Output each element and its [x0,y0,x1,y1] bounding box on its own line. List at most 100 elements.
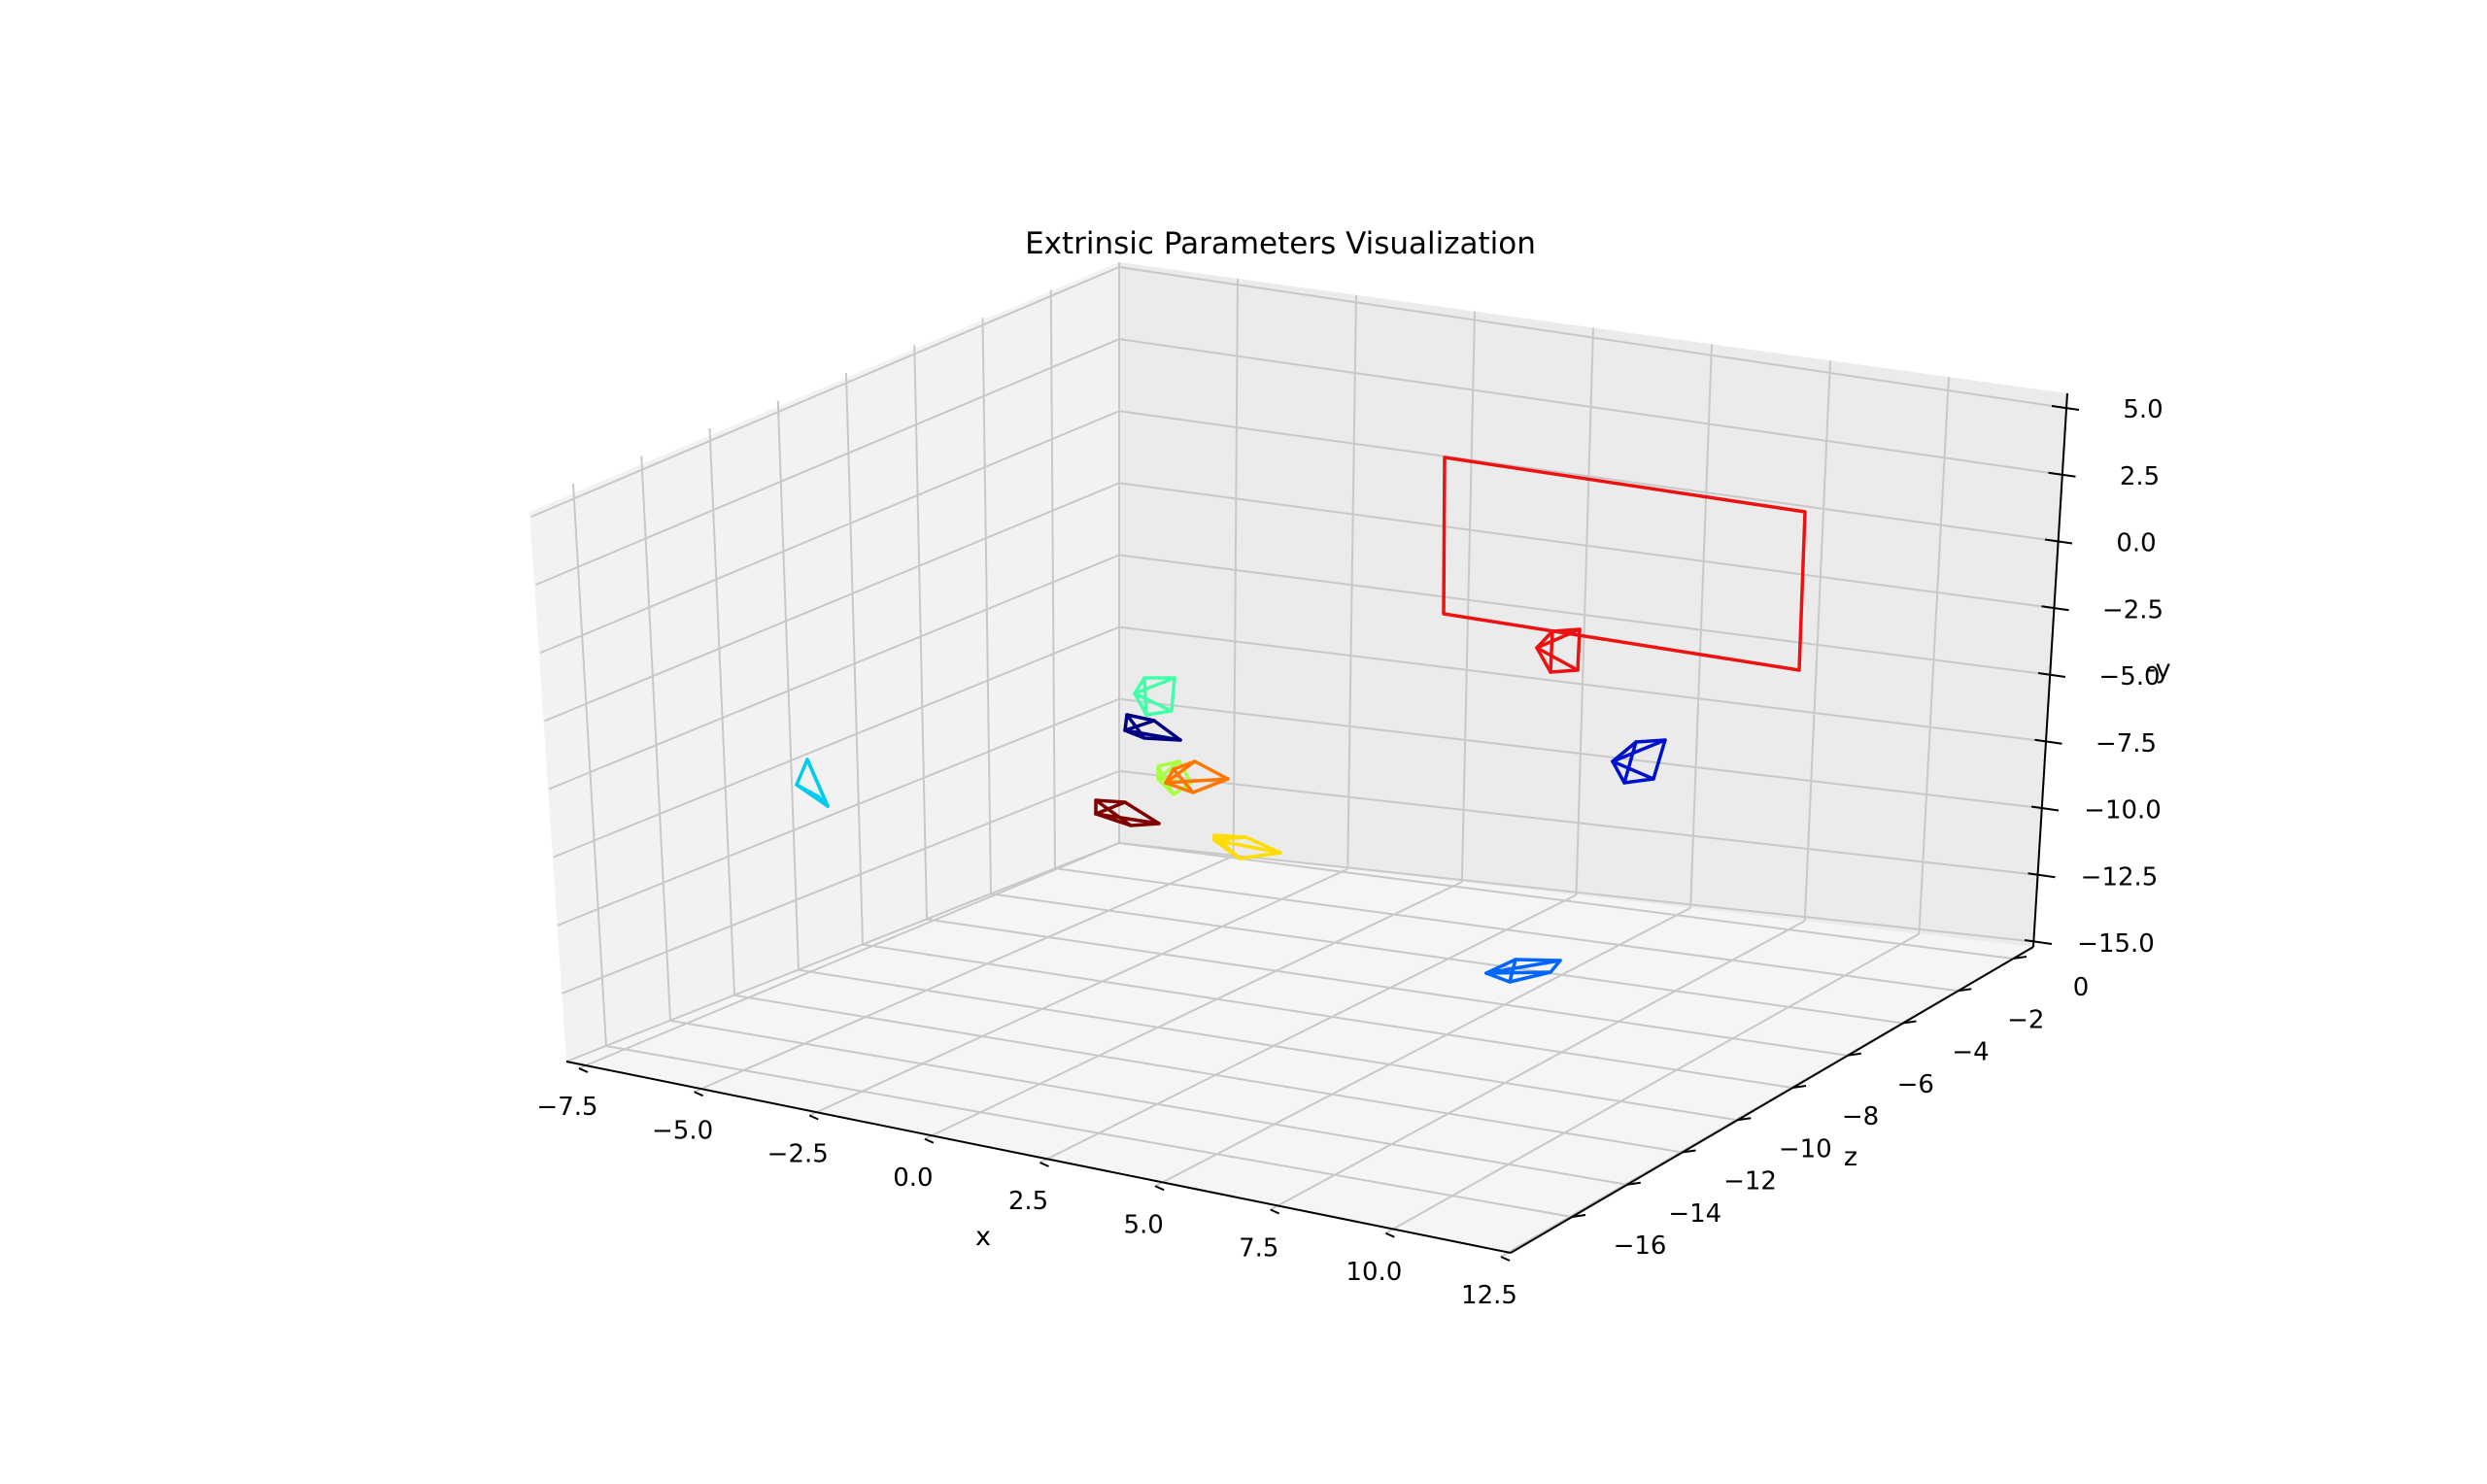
z-tick-label: −16 [1614,1231,1667,1261]
grid-lines [530,262,2068,1258]
x-grid-floor-line [808,867,1348,1117]
z-tick-label: −6 [1897,1070,1934,1099]
x-tick-label: −2.5 [767,1140,829,1169]
y-grid-back-line [1118,482,2056,610]
x-tick-label: 2.5 [1008,1187,1048,1216]
z-grid-floor-line [798,968,1738,1122]
camera-frustum [795,758,830,808]
camera-edge [1123,713,1129,732]
z-grid-left-line [640,455,671,1021]
camera-edge [1156,777,1175,796]
y-axis-label: -y [2146,655,2170,685]
y-tick-label: −2.5 [2102,595,2163,624]
z-tick-label: −2 [2007,1005,2044,1034]
camera-edge [1212,838,1242,860]
camera-edge [816,794,830,808]
x-tick-mark [1384,1231,1395,1238]
x-grid-floor-line [1039,894,1577,1164]
x-tick-label: −5.0 [652,1116,713,1145]
y-tick-mark [2051,405,2080,411]
y-tick-label: −5.0 [2098,662,2160,691]
camera-edge [1611,738,1667,763]
y-tick-label: 0.0 [2116,529,2156,558]
camera-edge [1133,676,1146,695]
y-tick-mark [2027,872,2056,879]
camera-frustum [1164,759,1230,794]
z-grid-left-line [708,427,735,995]
y-grid-back-line [1118,338,2062,476]
plot-area [795,455,1807,984]
camera-frustum [1611,738,1667,785]
y-grid-left-line [562,769,1120,995]
x-grid-back-line [1575,327,1594,895]
camera-edge [1212,838,1282,855]
x-tick-mark [1270,1208,1280,1215]
y-grid-left-line [557,697,1120,927]
y-tick-mark [2024,939,2053,945]
camera-frustum [1484,958,1562,984]
z-tick-label: −8 [1842,1102,1879,1131]
x-tick-mark [1154,1185,1165,1192]
camera-frustum [1212,833,1282,860]
y-tick-label: −10.0 [2084,796,2162,826]
y-grid-left-line [565,842,1120,1062]
y-tick-mark [2041,605,2069,612]
x-grid-floor-line [578,842,1120,1069]
y-grid-back-line [1118,842,2039,943]
camera-edge [1535,646,1580,672]
x-tick-label: 0.0 [893,1164,933,1193]
x-grid-floor-line [1270,920,1806,1211]
y-axis-line [2032,392,2068,948]
camera-edge [1094,800,1127,816]
z-grid-left-line [776,400,800,970]
y-grid-back-line [1118,769,2042,877]
y-tick-label: 5.0 [2123,395,2163,424]
y-grid-back-line [1118,410,2060,543]
camera-edge [1123,728,1146,740]
z-tick-label: 0 [2073,973,2090,1002]
x-grid-back-line [1460,311,1476,883]
z-grid-floor-line [733,994,1683,1154]
camera-edge [1484,971,1512,984]
x-grid-back-line [1346,294,1357,869]
y-grid-left-line [544,482,1120,723]
camera-edge [1133,691,1148,717]
tick-labels: −7.5−5.0−2.50.02.55.07.510.012.5−16−14−1… [536,395,2163,1310]
x-grid-floor-line [694,855,1235,1094]
x-tick-label: 7.5 [1239,1234,1278,1264]
x-tick-mark [808,1114,819,1121]
x-tick-mark [694,1091,704,1097]
z-axis-label: z [1844,1142,1857,1172]
z-tick-label: −12 [1723,1167,1777,1197]
y-grid-left-line [530,266,1120,518]
z-grid-left-line [1049,289,1056,869]
camera-frustum [1535,627,1582,674]
z-grid-floor-line [605,1045,1573,1218]
x-tick-mark [924,1137,935,1144]
x-axis-label: x [975,1222,991,1252]
z-grid-left-line [981,317,992,894]
camera-edge [1123,719,1156,732]
x-grid-floor-line [1384,932,1920,1234]
camera-frustum [1094,798,1161,827]
z-grid-floor-line [990,893,1903,1025]
x-tick-label: −7.5 [536,1093,597,1122]
x-grid-floor-line [1154,906,1691,1188]
camera-edge [1094,812,1161,826]
y-grid-back-line [1118,554,2053,676]
y-tick-label: −7.5 [2095,729,2157,759]
camera-edge [1164,781,1195,794]
z-tick-label: −10 [1779,1134,1832,1164]
x-tick-mark [1039,1162,1049,1167]
back-pane [1119,262,2067,947]
z-grid-left-line [845,372,864,945]
y-tick-mark [2037,672,2066,678]
camera-edge [1123,728,1182,742]
chart-title: Extrinsic Parameters Visualization [1025,226,1536,261]
y-grid-left-line [553,625,1120,859]
z-grid-floor-line [1054,867,1959,993]
y-tick-label: −15.0 [2077,929,2155,959]
x-tick-label: 12.5 [1461,1281,1517,1310]
